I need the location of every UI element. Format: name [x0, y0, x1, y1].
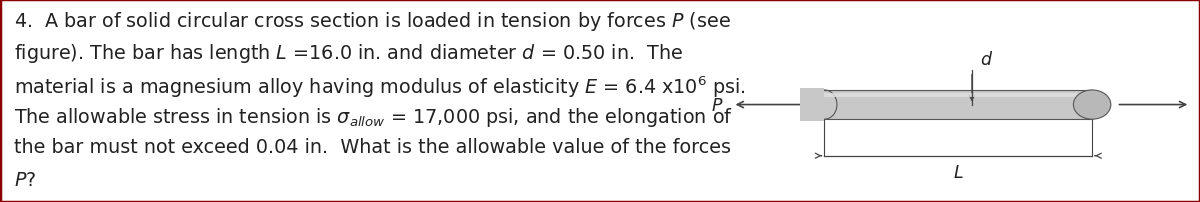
- Ellipse shape: [812, 90, 836, 120]
- Bar: [799, 88, 824, 122]
- Text: the bar must not exceed 0.04 in.  What is the allowable value of the forces: the bar must not exceed 0.04 in. What is…: [13, 138, 731, 157]
- Text: material is a magnesium alloy having modulus of elasticity $E$ = 6.4 x10$^6$ psi: material is a magnesium alloy having mod…: [13, 74, 745, 99]
- Text: $P$: $P$: [712, 96, 724, 114]
- Text: $P$?: $P$?: [13, 170, 36, 189]
- Text: 4.  A bar of solid circular cross section is loaded in tension by forces $P$ (se: 4. A bar of solid circular cross section…: [13, 10, 731, 33]
- Text: $d$: $d$: [980, 50, 992, 68]
- Text: The allowable stress in tension is $\sigma_{allow}$ = 17,000 psi, and the elonga: The allowable stress in tension is $\sig…: [13, 106, 733, 129]
- Ellipse shape: [1074, 90, 1111, 120]
- Bar: [824, 93, 1092, 98]
- Text: $L$: $L$: [953, 163, 964, 181]
- Text: figure). The bar has length $L$ =16.0 in. and diameter $d$ = 0.50 in.  The: figure). The bar has length $L$ =16.0 in…: [13, 42, 683, 65]
- Bar: [824, 90, 1092, 120]
